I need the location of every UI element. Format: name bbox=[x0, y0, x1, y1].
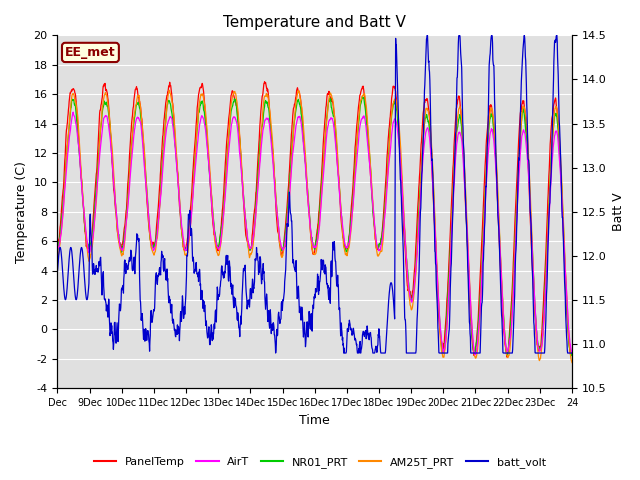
Y-axis label: Batt V: Batt V bbox=[612, 192, 625, 231]
Text: EE_met: EE_met bbox=[65, 46, 116, 59]
X-axis label: Time: Time bbox=[300, 414, 330, 427]
Legend: PanelTemp, AirT, NR01_PRT, AM25T_PRT, batt_volt: PanelTemp, AirT, NR01_PRT, AM25T_PRT, ba… bbox=[90, 452, 550, 472]
Title: Temperature and Batt V: Temperature and Batt V bbox=[223, 15, 406, 30]
Y-axis label: Temperature (C): Temperature (C) bbox=[15, 161, 28, 263]
